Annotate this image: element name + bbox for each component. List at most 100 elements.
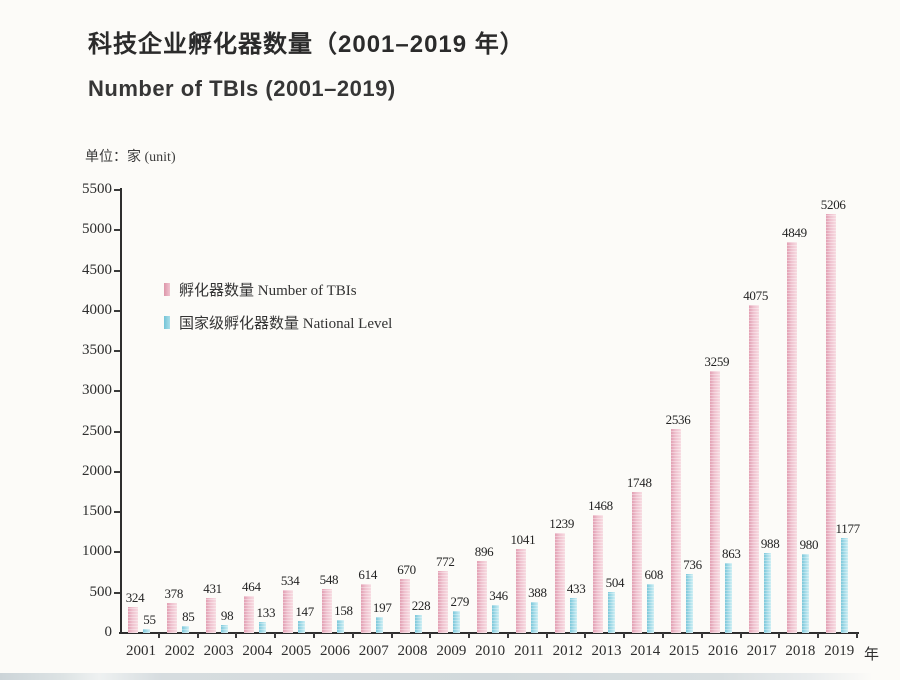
x-tick <box>390 633 393 638</box>
year-label: 2007 <box>358 643 389 659</box>
year-label: 2016 <box>707 643 738 659</box>
y-tick <box>114 511 120 514</box>
year-label: 2012 <box>552 643 583 659</box>
national-bar <box>143 628 150 633</box>
national-bar <box>375 617 383 633</box>
tbi-bar <box>477 560 488 633</box>
year-label: 2011 <box>514 643 544 659</box>
national-bar <box>647 584 655 633</box>
legend-item-tbis: 孵化器数量 Number of TBIs <box>164 279 357 300</box>
tbi-value-label: 534 <box>280 572 300 588</box>
y-tick-label: 4000 <box>82 301 112 318</box>
x-tick <box>312 633 315 638</box>
national-bar <box>220 625 228 633</box>
national-bar <box>492 605 500 633</box>
year-label: 2003 <box>203 643 234 659</box>
year-label: 2014 <box>630 643 661 659</box>
year-label: 2019 <box>824 643 855 659</box>
tbi-bar <box>787 242 798 633</box>
x-tick <box>157 633 160 638</box>
tbi-bar <box>438 570 449 633</box>
national-value-label: 133 <box>256 605 276 621</box>
x-tick <box>429 633 432 638</box>
tbi-bar <box>671 428 682 633</box>
national-bar <box>569 598 577 633</box>
national-value-label: 158 <box>334 603 353 619</box>
national-value-label: 736 <box>683 556 702 572</box>
national-value-label: 863 <box>722 546 741 562</box>
x-tick <box>700 633 703 638</box>
national-bar <box>336 620 344 633</box>
tbi-value-label: 464 <box>242 578 261 594</box>
page-title-chinese: 科技企业孵化器数量（2001–2019 年） <box>88 31 525 58</box>
tbi-value-label: 378 <box>164 585 184 601</box>
year-label: 2006 <box>319 643 350 659</box>
tbi-bar <box>593 514 604 633</box>
y-tick <box>114 309 120 312</box>
x-tick <box>468 633 471 638</box>
tbi-legend-swatch-icon <box>164 283 170 296</box>
year-label: 2015 <box>669 643 700 659</box>
national-value-label: 980 <box>799 537 819 553</box>
tbi-bar <box>128 606 138 633</box>
tbi-value-label: 614 <box>358 566 378 582</box>
y-tick <box>114 430 120 433</box>
y-tick-label: 5000 <box>82 221 112 238</box>
y-axis <box>120 188 122 634</box>
x-tick <box>817 633 820 638</box>
national-bar <box>453 610 461 633</box>
year-label: 2005 <box>281 643 312 659</box>
national-bar <box>259 622 267 633</box>
national-value-label: 1177 <box>835 521 861 537</box>
x-tick <box>662 633 665 638</box>
national-value-label: 388 <box>528 584 547 600</box>
tbi-value-label: 5206 <box>820 196 846 212</box>
unit-label: 单位：家 (unit) <box>85 150 176 165</box>
national-value-label: 98 <box>220 608 234 624</box>
y-tick-label: 3500 <box>82 342 112 359</box>
x-tick <box>351 633 354 638</box>
year-label: 2010 <box>475 643 506 659</box>
tbi-value-label: 772 <box>436 553 455 569</box>
y-tick <box>114 229 120 232</box>
x-tick <box>196 633 199 638</box>
national-bar <box>414 614 422 633</box>
national-bar <box>608 592 616 633</box>
national-value-label: 433 <box>566 581 586 597</box>
tbi-value-label: 431 <box>203 581 222 597</box>
y-tick-label: 5500 <box>82 181 112 197</box>
tbi-bar <box>360 583 371 633</box>
tbi-value-label: 548 <box>319 571 339 587</box>
year-label: 2002 <box>164 643 195 659</box>
y-tick-label: 0 <box>104 624 113 640</box>
tbi-bar <box>166 602 177 633</box>
year-label: 2004 <box>242 643 273 659</box>
national-bar <box>763 553 771 633</box>
tbi-value-label: 3259 <box>704 353 730 369</box>
x-tick <box>506 633 509 638</box>
year-label: 2009 <box>436 643 467 659</box>
x-tick <box>623 633 626 638</box>
tbi-bar <box>205 598 216 633</box>
year-label: 2013 <box>591 643 622 659</box>
x-tick <box>584 633 587 638</box>
x-tick <box>235 633 238 638</box>
national-value-label: 346 <box>489 588 508 604</box>
national-value-label: 55 <box>143 611 156 627</box>
y-tick <box>114 390 120 393</box>
y-tick <box>114 591 120 594</box>
legend-item-national: 国家级孵化器数量 National Level <box>164 312 392 333</box>
national-value-label: 85 <box>182 609 195 625</box>
y-tick-label: 1000 <box>82 543 112 560</box>
y-tick-label: 2500 <box>82 422 112 439</box>
tbi-value-label: 4075 <box>743 287 769 303</box>
tbi-value-label: 2536 <box>665 411 691 427</box>
tbi-value-label: 670 <box>397 562 416 578</box>
tbi-bar <box>515 549 526 633</box>
y-tick-label: 3000 <box>82 382 112 399</box>
national-bar <box>841 538 849 633</box>
national-legend-swatch-icon <box>164 316 170 329</box>
tbi-value-label: 1748 <box>626 475 652 491</box>
year-label: 2008 <box>397 643 428 659</box>
